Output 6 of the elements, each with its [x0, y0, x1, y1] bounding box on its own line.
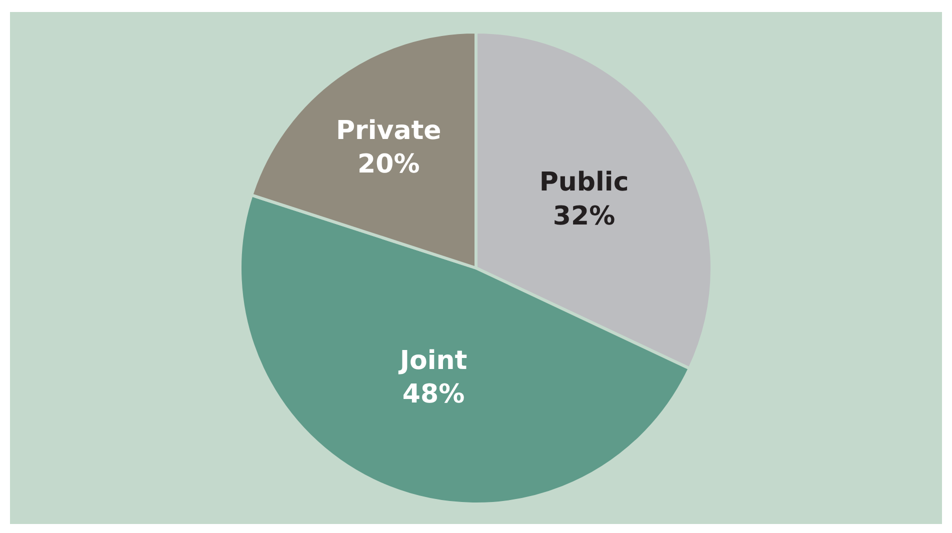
- slice-label: Private: [336, 116, 442, 146]
- slice-label: Public: [539, 168, 629, 198]
- data-label: 32%: [552, 201, 616, 232]
- data-label: 20%: [358, 150, 420, 180]
- slice-label: Joint: [398, 346, 468, 376]
- data-label: 48%: [402, 380, 465, 410]
